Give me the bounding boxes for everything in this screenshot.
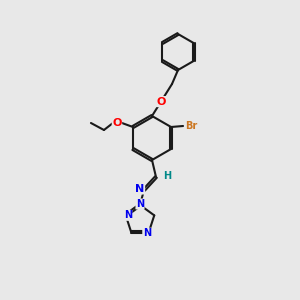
Text: N: N (124, 210, 132, 220)
Text: H: H (163, 171, 171, 181)
Text: N: N (135, 184, 145, 194)
Text: N: N (136, 199, 144, 209)
Text: N: N (143, 228, 151, 238)
Text: Br: Br (185, 121, 197, 131)
Text: O: O (112, 118, 122, 128)
Text: O: O (156, 97, 166, 106)
